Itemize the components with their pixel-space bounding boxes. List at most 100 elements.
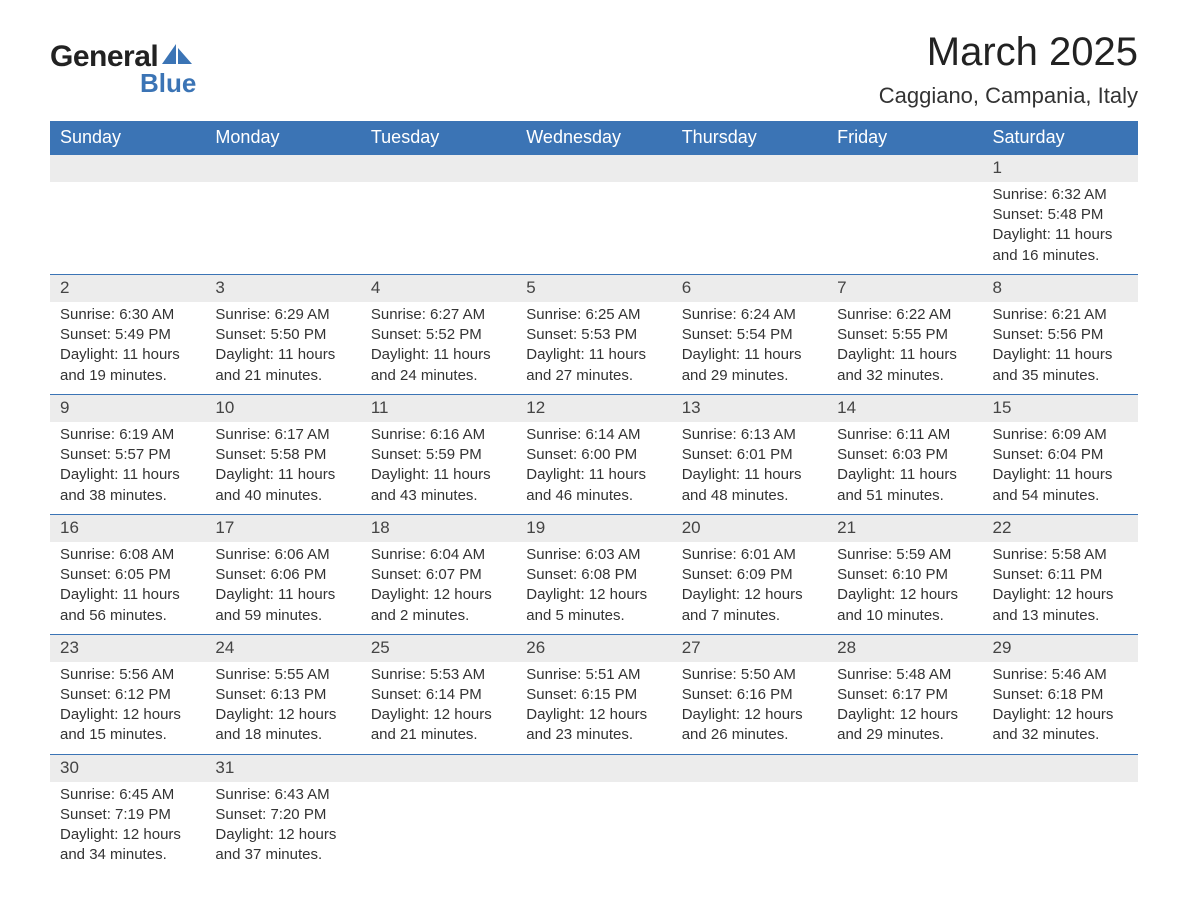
empty-day-cell — [672, 182, 827, 275]
day-day2: and 5 minutes. — [526, 606, 661, 626]
empty-day-number — [50, 155, 205, 182]
week-data-row: Sunrise: 6:32 AMSunset: 5:48 PMDaylight:… — [50, 182, 1138, 275]
day-sunset: Sunset: 6:08 PM — [526, 565, 661, 585]
day-day2: and 7 minutes. — [682, 606, 817, 626]
day-sunrise: Sunrise: 6:13 AM — [682, 425, 817, 445]
empty-day-cell — [672, 782, 827, 874]
day-day1: Daylight: 11 hours — [215, 585, 350, 605]
day-day2: and 26 minutes. — [682, 725, 817, 745]
day-sunrise: Sunrise: 6:08 AM — [60, 545, 195, 565]
day-day1: Daylight: 11 hours — [993, 465, 1128, 485]
day-day2: and 46 minutes. — [526, 486, 661, 506]
day-day2: and 23 minutes. — [526, 725, 661, 745]
day-day2: and 59 minutes. — [215, 606, 350, 626]
day-number: 27 — [672, 634, 827, 661]
day-day2: and 56 minutes. — [60, 606, 195, 626]
day-sunrise: Sunrise: 6:30 AM — [60, 305, 195, 325]
week-number-row: 2345678 — [50, 274, 1138, 301]
day-sunset: Sunset: 6:16 PM — [682, 685, 817, 705]
day-sunset: Sunset: 5:48 PM — [993, 205, 1128, 225]
day-day2: and 35 minutes. — [993, 366, 1128, 386]
day-number: 5 — [516, 274, 671, 301]
day-day1: Daylight: 11 hours — [371, 345, 506, 365]
day-cell: Sunrise: 6:03 AMSunset: 6:08 PMDaylight:… — [516, 542, 671, 635]
empty-day-number — [983, 754, 1138, 781]
day-sunset: Sunset: 6:03 PM — [837, 445, 972, 465]
day-sunrise: Sunrise: 6:03 AM — [526, 545, 661, 565]
day-sunrise: Sunrise: 6:04 AM — [371, 545, 506, 565]
day-sunrise: Sunrise: 6:01 AM — [682, 545, 817, 565]
day-sunrise: Sunrise: 6:45 AM — [60, 785, 195, 805]
day-day2: and 19 minutes. — [60, 366, 195, 386]
day-day1: Daylight: 12 hours — [682, 705, 817, 725]
day-day1: Daylight: 11 hours — [993, 345, 1128, 365]
day-sunset: Sunset: 6:13 PM — [215, 685, 350, 705]
day-sunset: Sunset: 5:56 PM — [993, 325, 1128, 345]
day-day2: and 27 minutes. — [526, 366, 661, 386]
day-day1: Daylight: 11 hours — [60, 345, 195, 365]
day-day2: and 38 minutes. — [60, 486, 195, 506]
day-number: 30 — [50, 754, 205, 781]
day-sunrise: Sunrise: 6:09 AM — [993, 425, 1128, 445]
day-cell: Sunrise: 6:21 AMSunset: 5:56 PMDaylight:… — [983, 302, 1138, 395]
day-day1: Daylight: 12 hours — [682, 585, 817, 605]
day-sunset: Sunset: 6:15 PM — [526, 685, 661, 705]
day-cell: Sunrise: 5:46 AMSunset: 6:18 PMDaylight:… — [983, 662, 1138, 755]
day-sunset: Sunset: 6:06 PM — [215, 565, 350, 585]
weekday-header: Thursday — [672, 121, 827, 155]
day-sunset: Sunset: 5:52 PM — [371, 325, 506, 345]
weekday-header: Wednesday — [516, 121, 671, 155]
day-day2: and 21 minutes. — [215, 366, 350, 386]
day-day1: Daylight: 11 hours — [837, 345, 972, 365]
day-day1: Daylight: 12 hours — [837, 585, 972, 605]
day-day2: and 2 minutes. — [371, 606, 506, 626]
day-cell: Sunrise: 6:09 AMSunset: 6:04 PMDaylight:… — [983, 422, 1138, 515]
day-day1: Daylight: 11 hours — [526, 465, 661, 485]
day-day2: and 15 minutes. — [60, 725, 195, 745]
day-number: 16 — [50, 514, 205, 541]
day-sunrise: Sunrise: 5:59 AM — [837, 545, 972, 565]
day-sunrise: Sunrise: 6:32 AM — [993, 185, 1128, 205]
day-number: 14 — [827, 394, 982, 421]
week-data-row: Sunrise: 5:56 AMSunset: 6:12 PMDaylight:… — [50, 662, 1138, 755]
day-number: 13 — [672, 394, 827, 421]
day-sunrise: Sunrise: 5:56 AM — [60, 665, 195, 685]
logo-word-blue: Blue — [140, 68, 196, 99]
day-cell: Sunrise: 6:27 AMSunset: 5:52 PMDaylight:… — [361, 302, 516, 395]
day-sunrise: Sunrise: 5:50 AM — [682, 665, 817, 685]
day-number: 10 — [205, 394, 360, 421]
day-number: 8 — [983, 274, 1138, 301]
day-cell: Sunrise: 6:19 AMSunset: 5:57 PMDaylight:… — [50, 422, 205, 515]
calendar-table: SundayMondayTuesdayWednesdayThursdayFrid… — [50, 121, 1138, 874]
week-number-row: 9101112131415 — [50, 394, 1138, 421]
logo-sail-icon — [162, 42, 192, 71]
day-cell: Sunrise: 5:59 AMSunset: 6:10 PMDaylight:… — [827, 542, 982, 635]
day-day2: and 24 minutes. — [371, 366, 506, 386]
day-sunset: Sunset: 6:17 PM — [837, 685, 972, 705]
day-cell: Sunrise: 6:16 AMSunset: 5:59 PMDaylight:… — [361, 422, 516, 515]
day-day1: Daylight: 12 hours — [215, 825, 350, 845]
month-title: March 2025 — [879, 30, 1138, 75]
day-day1: Daylight: 11 hours — [993, 225, 1128, 245]
day-sunset: Sunset: 5:58 PM — [215, 445, 350, 465]
day-number: 18 — [361, 514, 516, 541]
day-day2: and 32 minutes. — [993, 725, 1128, 745]
week-data-row: Sunrise: 6:30 AMSunset: 5:49 PMDaylight:… — [50, 302, 1138, 395]
day-day1: Daylight: 11 hours — [215, 465, 350, 485]
day-day1: Daylight: 12 hours — [215, 705, 350, 725]
logo: General Blue — [50, 40, 196, 99]
empty-day-number — [361, 754, 516, 781]
day-number: 15 — [983, 394, 1138, 421]
header: General Blue March 2025 Caggiano, Campan… — [50, 30, 1138, 109]
week-number-row: 16171819202122 — [50, 514, 1138, 541]
empty-day-number — [672, 754, 827, 781]
day-cell: Sunrise: 6:30 AMSunset: 5:49 PMDaylight:… — [50, 302, 205, 395]
day-sunrise: Sunrise: 6:11 AM — [837, 425, 972, 445]
day-cell: Sunrise: 5:55 AMSunset: 6:13 PMDaylight:… — [205, 662, 360, 755]
day-cell: Sunrise: 6:08 AMSunset: 6:05 PMDaylight:… — [50, 542, 205, 635]
day-number: 6 — [672, 274, 827, 301]
empty-day-cell — [516, 782, 671, 874]
empty-day-cell — [361, 182, 516, 275]
empty-day-number — [827, 754, 982, 781]
week-data-row: Sunrise: 6:19 AMSunset: 5:57 PMDaylight:… — [50, 422, 1138, 515]
